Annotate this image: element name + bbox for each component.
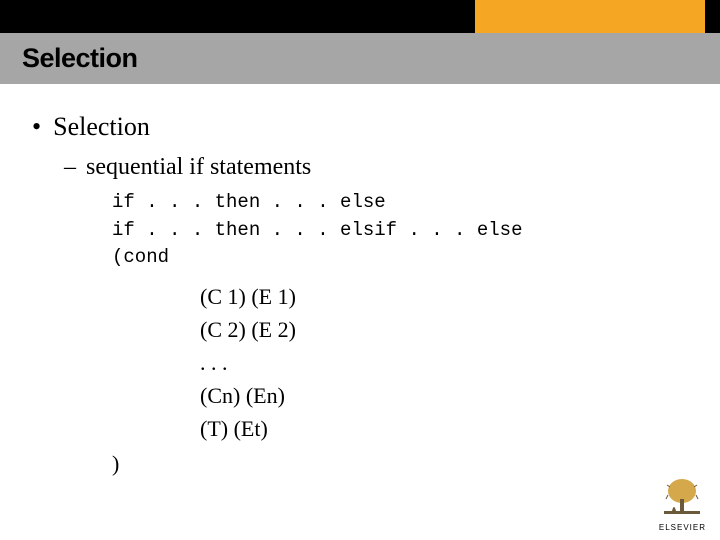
code-line-1: if . . . then . . . else xyxy=(112,189,672,217)
close-paren: ) xyxy=(112,451,672,477)
slide-container: Selection Selection sequential if statem… xyxy=(0,0,720,540)
bullet-main-text: Selection xyxy=(53,112,150,141)
logo-text: ELSEVIER xyxy=(659,523,706,532)
title-bar: Selection xyxy=(0,33,720,84)
code-line-2: if . . . then . . . elsif . . . else xyxy=(112,217,672,245)
publisher-logo: ELSEVIER xyxy=(659,477,706,532)
case-t: (T) (Et) xyxy=(200,412,672,445)
elsevier-tree-icon xyxy=(660,477,704,517)
bullet-sub: sequential if statements xyxy=(64,154,672,181)
header-orange-box xyxy=(475,0,705,33)
code-line-3: (cond xyxy=(112,244,672,272)
bullet-sub-text: sequential if statements xyxy=(86,154,311,180)
case-n: (Cn) (En) xyxy=(200,379,672,412)
case-2: (C 2) (E 2) xyxy=(200,313,672,346)
content-area: Selection sequential if statements if . … xyxy=(32,112,672,477)
bullet-main: Selection xyxy=(32,112,672,142)
case-dots: . . . xyxy=(200,346,672,379)
code-block: if . . . then . . . else if . . . then .… xyxy=(112,189,672,272)
slide-title: Selection xyxy=(22,43,138,74)
cond-cases: (C 1) (E 1) (C 2) (E 2) . . . (Cn) (En) … xyxy=(200,280,672,445)
case-1: (C 1) (E 1) xyxy=(200,280,672,313)
